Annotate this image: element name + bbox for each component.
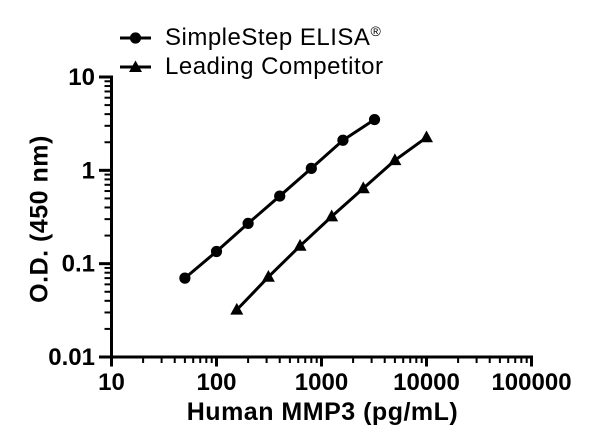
data-point-triangle xyxy=(388,153,402,166)
data-point-circle xyxy=(179,272,191,284)
data-point-circle xyxy=(337,134,349,146)
data-point-triangle xyxy=(293,238,307,251)
data-point-circle xyxy=(210,245,223,258)
x-tick-label: 1000 xyxy=(295,369,348,396)
data-point-circle xyxy=(305,162,317,174)
y-ticks: 10 1 0.1 0.01 xyxy=(48,64,112,371)
triangle-marker-icon xyxy=(120,60,151,72)
y-tick-label: 0.1 xyxy=(62,251,95,278)
data-point-triangle xyxy=(420,130,433,143)
x-tick-label: 10 xyxy=(98,369,125,396)
data-point-triangle xyxy=(325,209,339,222)
y-tick-label: 10 xyxy=(68,64,95,91)
data-point-circle xyxy=(242,217,254,230)
axes xyxy=(110,75,533,359)
y-tick-label: 1 xyxy=(82,157,95,184)
legend-item-competitor: Leading Competitor xyxy=(119,53,383,81)
circle-marker-icon xyxy=(120,32,151,44)
series-simplestep xyxy=(179,113,381,284)
series-competitor xyxy=(230,130,433,315)
data-point-circle xyxy=(274,190,286,202)
x-axis-title: Human MMP3 (pg/mL) xyxy=(186,398,459,426)
registered-trademark-symbol: ® xyxy=(370,23,382,39)
data-point-triangle xyxy=(230,302,244,315)
legend-label-competitor: Leading Competitor xyxy=(165,53,384,80)
data-point-circle xyxy=(368,113,381,126)
y-axis-title: O.D. (450 nm) xyxy=(25,135,54,303)
x-tick-label: 10000 xyxy=(393,369,460,396)
x-tick-label: 100000 xyxy=(491,369,571,396)
legend-item-simplestep: SimpleStep ELISA® xyxy=(119,24,381,52)
y-tick-label: 0.01 xyxy=(48,344,95,371)
x-tick-label: 100 xyxy=(196,369,236,396)
x-ticks: 10 100 1000 10000 100000 xyxy=(98,357,572,396)
legend-label-simplestep: SimpleStep ELISA® xyxy=(165,23,382,51)
data-point-triangle xyxy=(356,181,370,194)
data-point-triangle xyxy=(261,269,275,282)
